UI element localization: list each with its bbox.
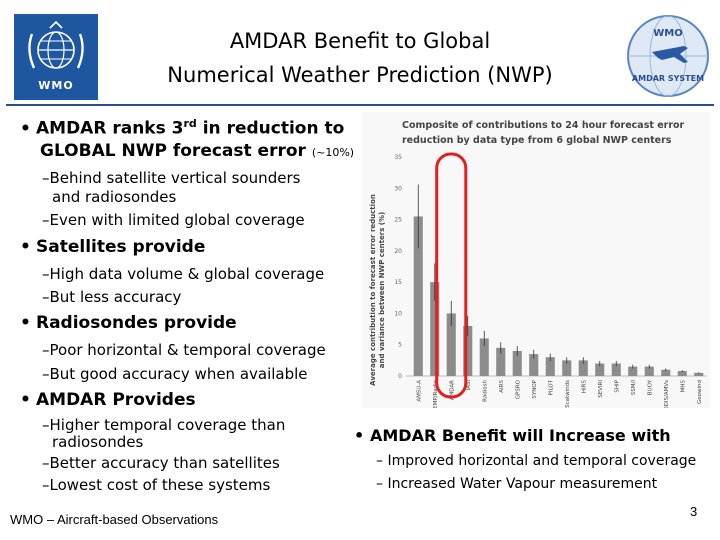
amdar-highlight-oval	[435, 152, 468, 399]
slide-title-line2: Numerical Weather Prediction (NWP)	[167, 63, 553, 87]
y-tick-label: 25	[394, 217, 402, 224]
chart-ylabel-line2: and variance between NWP centers (%)	[378, 212, 386, 368]
slide-title-line1: AMDAR Benefit to Global	[229, 29, 491, 53]
x-tick-label: Radiosh	[482, 379, 488, 401]
sub-amdar-temporal: –Higher temporal coverage than	[42, 416, 286, 434]
x-tick-label: SHIP	[614, 379, 620, 392]
bar-airs	[496, 347, 506, 376]
bar-pilot	[545, 357, 555, 376]
sub-amdar-cost: –Lowest cost of these systems	[42, 476, 271, 494]
bullet-amdar-ranks: • AMDAR ranks 3rd in reduction to	[20, 117, 345, 139]
bar-buoy	[644, 366, 654, 376]
sub-behind-satellite: –Behind satellite vertical sounders	[42, 169, 301, 187]
bar-radiosh	[479, 338, 489, 376]
chart-title-line1: Composite of contributions to 24 hour fo…	[402, 120, 685, 131]
y-tick-label: 5	[398, 342, 402, 349]
y-tick-label: 15	[394, 279, 402, 286]
title-divider	[6, 104, 714, 106]
amdar-logo-top-text: WMO	[653, 28, 683, 39]
chart-title-line2: reduction by data type from 6 global NWP…	[402, 135, 672, 146]
bar-geowind	[694, 372, 704, 376]
sub-behind-satellite-line2: and radiosondes	[52, 188, 177, 206]
wmo-logo-text: WMO	[38, 79, 74, 92]
bullet-radiosondes: • Radiosondes provide	[20, 313, 237, 333]
x-tick-label: MODIS/AMVs	[664, 380, 670, 408]
sub-limited-coverage: –Even with limited global coverage	[42, 211, 305, 229]
y-tick-label: 30	[394, 185, 402, 192]
footer-text: WMO – Aircraft-based Observations	[10, 512, 219, 527]
wmo-logo: WMO	[14, 14, 98, 100]
bar-hirs	[578, 360, 588, 376]
bar-modis-amvs	[661, 369, 671, 376]
sub-radiosondes-coverage: –Poor horizontal & temporal coverage	[42, 341, 326, 359]
chart-ylabel-line1: Average contribution to forecast error r…	[369, 194, 377, 386]
bar-amdar	[446, 313, 456, 376]
x-tick-label: SYNOP	[532, 379, 538, 398]
sub-satellites-accuracy: –But less accuracy	[42, 288, 182, 306]
sub-amdar-temporal-line2: radiosondes	[52, 433, 144, 451]
bar-ssm-i	[628, 366, 638, 376]
sub-amdar-accuracy: –Better accuracy than satellites	[42, 454, 280, 472]
bar-scatwinds	[562, 360, 572, 376]
sub-satellites-volume: –High data volume & global coverage	[42, 265, 325, 283]
page-number: 3	[690, 504, 698, 519]
x-tick-label: GPSRO	[515, 379, 521, 399]
amdar-globe-icon	[627, 15, 709, 97]
bar-ship	[611, 363, 621, 376]
bar-seviri	[595, 363, 605, 376]
x-tick-label: BUOY	[647, 379, 653, 395]
x-tick-label: TEMP/Radio	[433, 379, 439, 408]
bullet-amdar-ranks-line2: GLOBAL NWP forecast error (~10%)	[40, 141, 355, 161]
x-tick-label: HIRS	[581, 379, 587, 393]
y-tick-label: 0	[398, 373, 402, 380]
y-tick-label: 10	[394, 310, 402, 317]
y-tick-label: 35	[394, 154, 402, 161]
bar-amsu-a	[413, 216, 423, 376]
globe-laurel-icon	[28, 20, 84, 69]
amdar-system-logo: WMO AMDAR SYSTEM	[622, 12, 714, 100]
amdar-logo-bottom-text: AMDAR SYSTEM	[631, 74, 705, 83]
x-tick-label: AMSU-A	[416, 380, 422, 402]
chart-ylabel: Average contribution to forecast error r…	[369, 194, 386, 386]
bar-iasi	[463, 325, 473, 376]
forecast-error-chart: Composite of contributions to 24 hour fo…	[362, 112, 710, 415]
benefit-sub-water-vapour: – Increased Water Vapour measurement	[376, 476, 658, 492]
x-tick-label: MHS	[680, 379, 686, 392]
bar-temp-radio	[430, 282, 440, 376]
bar-mhs	[677, 370, 687, 376]
benefit-sub-coverage: – Improved horizontal and temporal cover…	[376, 453, 697, 469]
bullet-satellites: • Satellites provide	[20, 237, 206, 257]
x-tick-label: Geowind	[697, 380, 703, 404]
bar-synop	[529, 354, 539, 376]
x-tick-label: SEVIRI	[598, 380, 604, 398]
benefit-heading: • AMDAR Benefit will Increase with	[354, 426, 671, 445]
x-tick-label: PILOT	[548, 379, 554, 395]
bar-gpsro	[512, 350, 522, 376]
x-tick-label: AMDAR	[449, 380, 455, 400]
bar-chart-svg: Composite of contributions to 24 hour fo…	[369, 120, 707, 415]
sub-radiosondes-accuracy: –But good accuracy when available	[42, 365, 308, 383]
y-tick-label: 20	[394, 248, 402, 255]
x-tick-label: SSM/I	[631, 380, 637, 396]
x-tick-label: AIRS	[499, 379, 505, 392]
x-tick-label: Scatwinds	[565, 380, 571, 408]
bullet-amdar-provides: • AMDAR Provides	[20, 390, 196, 410]
x-tick-label: IASI	[466, 380, 472, 391]
